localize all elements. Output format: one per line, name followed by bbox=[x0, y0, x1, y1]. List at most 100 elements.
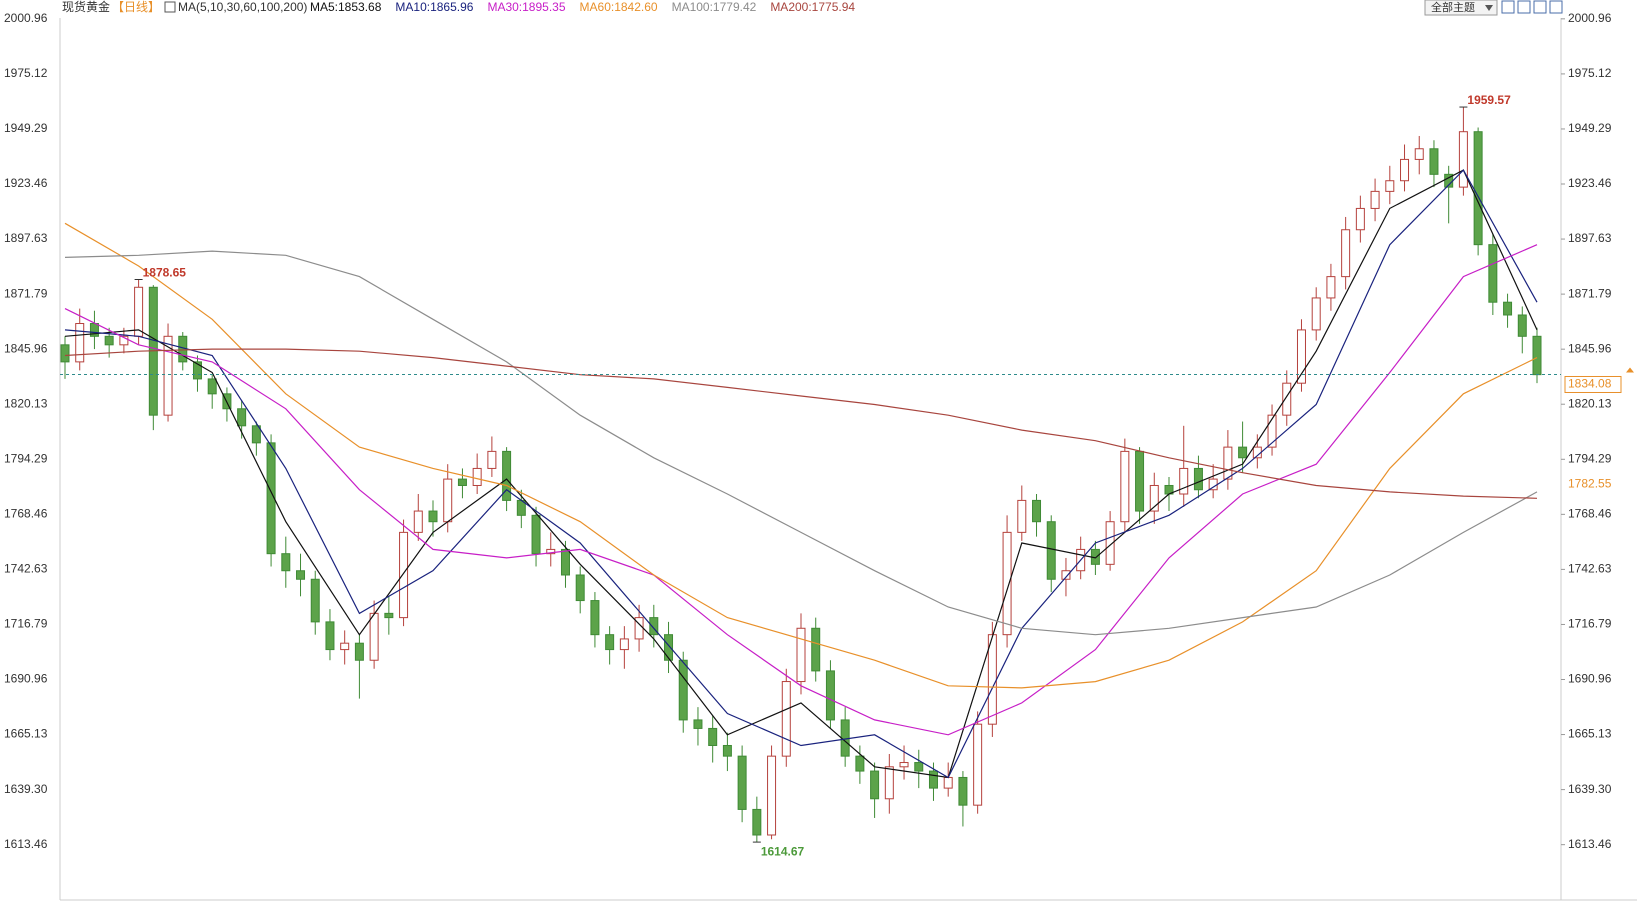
y-tick-label: 1975.12 bbox=[4, 66, 48, 80]
candle-body bbox=[325, 621, 335, 651]
candle-body bbox=[1282, 382, 1292, 416]
y-tick-label: 1923.46 bbox=[4, 176, 48, 190]
y-tick-label: 1665.13 bbox=[4, 727, 48, 741]
candle-body bbox=[354, 642, 364, 661]
candle-body bbox=[457, 478, 467, 486]
legend-entry: MA100:1779.42 bbox=[672, 0, 757, 14]
candle-body bbox=[708, 727, 718, 746]
y-tick-label-right: 1820.13 bbox=[1568, 396, 1612, 410]
ma-line bbox=[64, 169, 1538, 779]
legend-entry: MA10:1865.96 bbox=[395, 0, 473, 14]
candle-body bbox=[1120, 450, 1130, 523]
candle-body bbox=[870, 770, 880, 800]
y-tick-label-right: 1768.46 bbox=[1568, 507, 1612, 521]
indicator-label: MA(5,10,30,60,100,200) bbox=[178, 0, 307, 14]
candle-body bbox=[546, 548, 556, 555]
period-label: 【日线】 bbox=[112, 0, 160, 14]
y-tick-label: 1794.29 bbox=[4, 451, 48, 465]
y-tick-label-right: 1923.46 bbox=[1568, 176, 1612, 190]
y-tick-label: 1613.46 bbox=[4, 837, 48, 851]
candle-body bbox=[664, 634, 674, 661]
candle-body bbox=[1179, 467, 1189, 495]
candle-body bbox=[1208, 478, 1218, 491]
toolbar-icons bbox=[1501, 0, 1563, 14]
candle-body bbox=[987, 634, 997, 725]
tool-icon[interactable] bbox=[1549, 0, 1563, 14]
candle-body bbox=[1296, 329, 1306, 384]
theme-button-label: 全部主题 bbox=[1431, 0, 1475, 14]
candle-body bbox=[693, 719, 703, 729]
candle-body bbox=[502, 450, 512, 501]
y-tick-label: 1820.13 bbox=[4, 396, 48, 410]
tool-icon[interactable] bbox=[1533, 0, 1547, 14]
candle-body bbox=[531, 514, 541, 555]
candle-body bbox=[737, 755, 747, 810]
candle-body bbox=[472, 467, 482, 486]
candle-body bbox=[781, 681, 791, 757]
y-tick-label-right: 1794.29 bbox=[1568, 451, 1612, 465]
tool-icon[interactable] bbox=[1501, 0, 1515, 14]
candle-body bbox=[1326, 276, 1336, 299]
y-tick-label: 1845.96 bbox=[4, 341, 48, 355]
candle-body bbox=[1223, 446, 1233, 480]
annotation-label: 1878.65 bbox=[143, 266, 187, 280]
candle-body bbox=[973, 723, 983, 806]
y-tick-label-right: 1742.63 bbox=[1568, 562, 1612, 576]
candle-body bbox=[560, 548, 570, 576]
candle-body bbox=[310, 578, 320, 623]
candle-body bbox=[192, 361, 202, 380]
y-tick-label-right: 1639.30 bbox=[1568, 782, 1612, 796]
candle-body bbox=[1385, 180, 1395, 192]
candle-body bbox=[369, 612, 379, 661]
legend-entry: MA30:1895.35 bbox=[487, 0, 565, 14]
y-tick-label: 1897.63 bbox=[4, 231, 48, 245]
tool-icon[interactable] bbox=[1517, 0, 1531, 14]
candle-body bbox=[1135, 450, 1145, 512]
candle-body bbox=[75, 323, 85, 363]
candle-body bbox=[384, 612, 394, 619]
candle-body bbox=[1370, 190, 1380, 209]
candle-body bbox=[399, 531, 409, 619]
indicator-icon[interactable] bbox=[164, 1, 176, 13]
candle-body bbox=[678, 659, 688, 721]
candle-body bbox=[1355, 207, 1365, 231]
legend-entry: MA5:1853.68 bbox=[310, 0, 382, 14]
annotation-label: 1614.67 bbox=[761, 844, 805, 858]
y-tick-label: 2000.96 bbox=[4, 11, 48, 25]
candle-body bbox=[649, 617, 659, 636]
price-label: 1834.08 bbox=[1568, 377, 1612, 391]
candle-body bbox=[443, 478, 453, 523]
candle-body bbox=[619, 638, 629, 651]
candle-body bbox=[1238, 446, 1248, 459]
candle-body bbox=[722, 744, 732, 757]
candle-body bbox=[487, 450, 497, 469]
y-tick-label: 1639.30 bbox=[4, 782, 48, 796]
candle-body bbox=[428, 510, 438, 523]
ma-line bbox=[64, 169, 1538, 779]
candle-body bbox=[1149, 484, 1159, 512]
candle-body bbox=[266, 442, 276, 555]
candle-body bbox=[60, 344, 70, 363]
right-marker-label: 1782.55 bbox=[1568, 476, 1612, 490]
annotation-label: 1959.57 bbox=[1467, 93, 1511, 107]
candle-body bbox=[943, 776, 953, 789]
y-tick-label-right: 1716.79 bbox=[1568, 617, 1612, 631]
y-tick-label-right: 1871.79 bbox=[1568, 286, 1612, 300]
candle-body bbox=[825, 670, 835, 721]
candle-body bbox=[1032, 499, 1042, 523]
candle-body bbox=[752, 808, 762, 836]
candle-body bbox=[928, 770, 938, 789]
candle-body bbox=[914, 762, 924, 772]
y-tick-label: 1742.63 bbox=[4, 562, 48, 576]
candle-body bbox=[1105, 521, 1115, 565]
candle-body bbox=[237, 408, 247, 427]
y-tick-label-right: 1613.46 bbox=[1568, 837, 1612, 851]
candle-body bbox=[1488, 244, 1498, 303]
y-tick-label-right: 1665.13 bbox=[1568, 727, 1612, 741]
ma-line bbox=[64, 244, 1538, 736]
theme-button[interactable] bbox=[1424, 0, 1498, 16]
candle-body bbox=[1017, 499, 1027, 533]
chart-title: 现货黄金 bbox=[62, 0, 110, 14]
candle-body bbox=[796, 627, 806, 683]
